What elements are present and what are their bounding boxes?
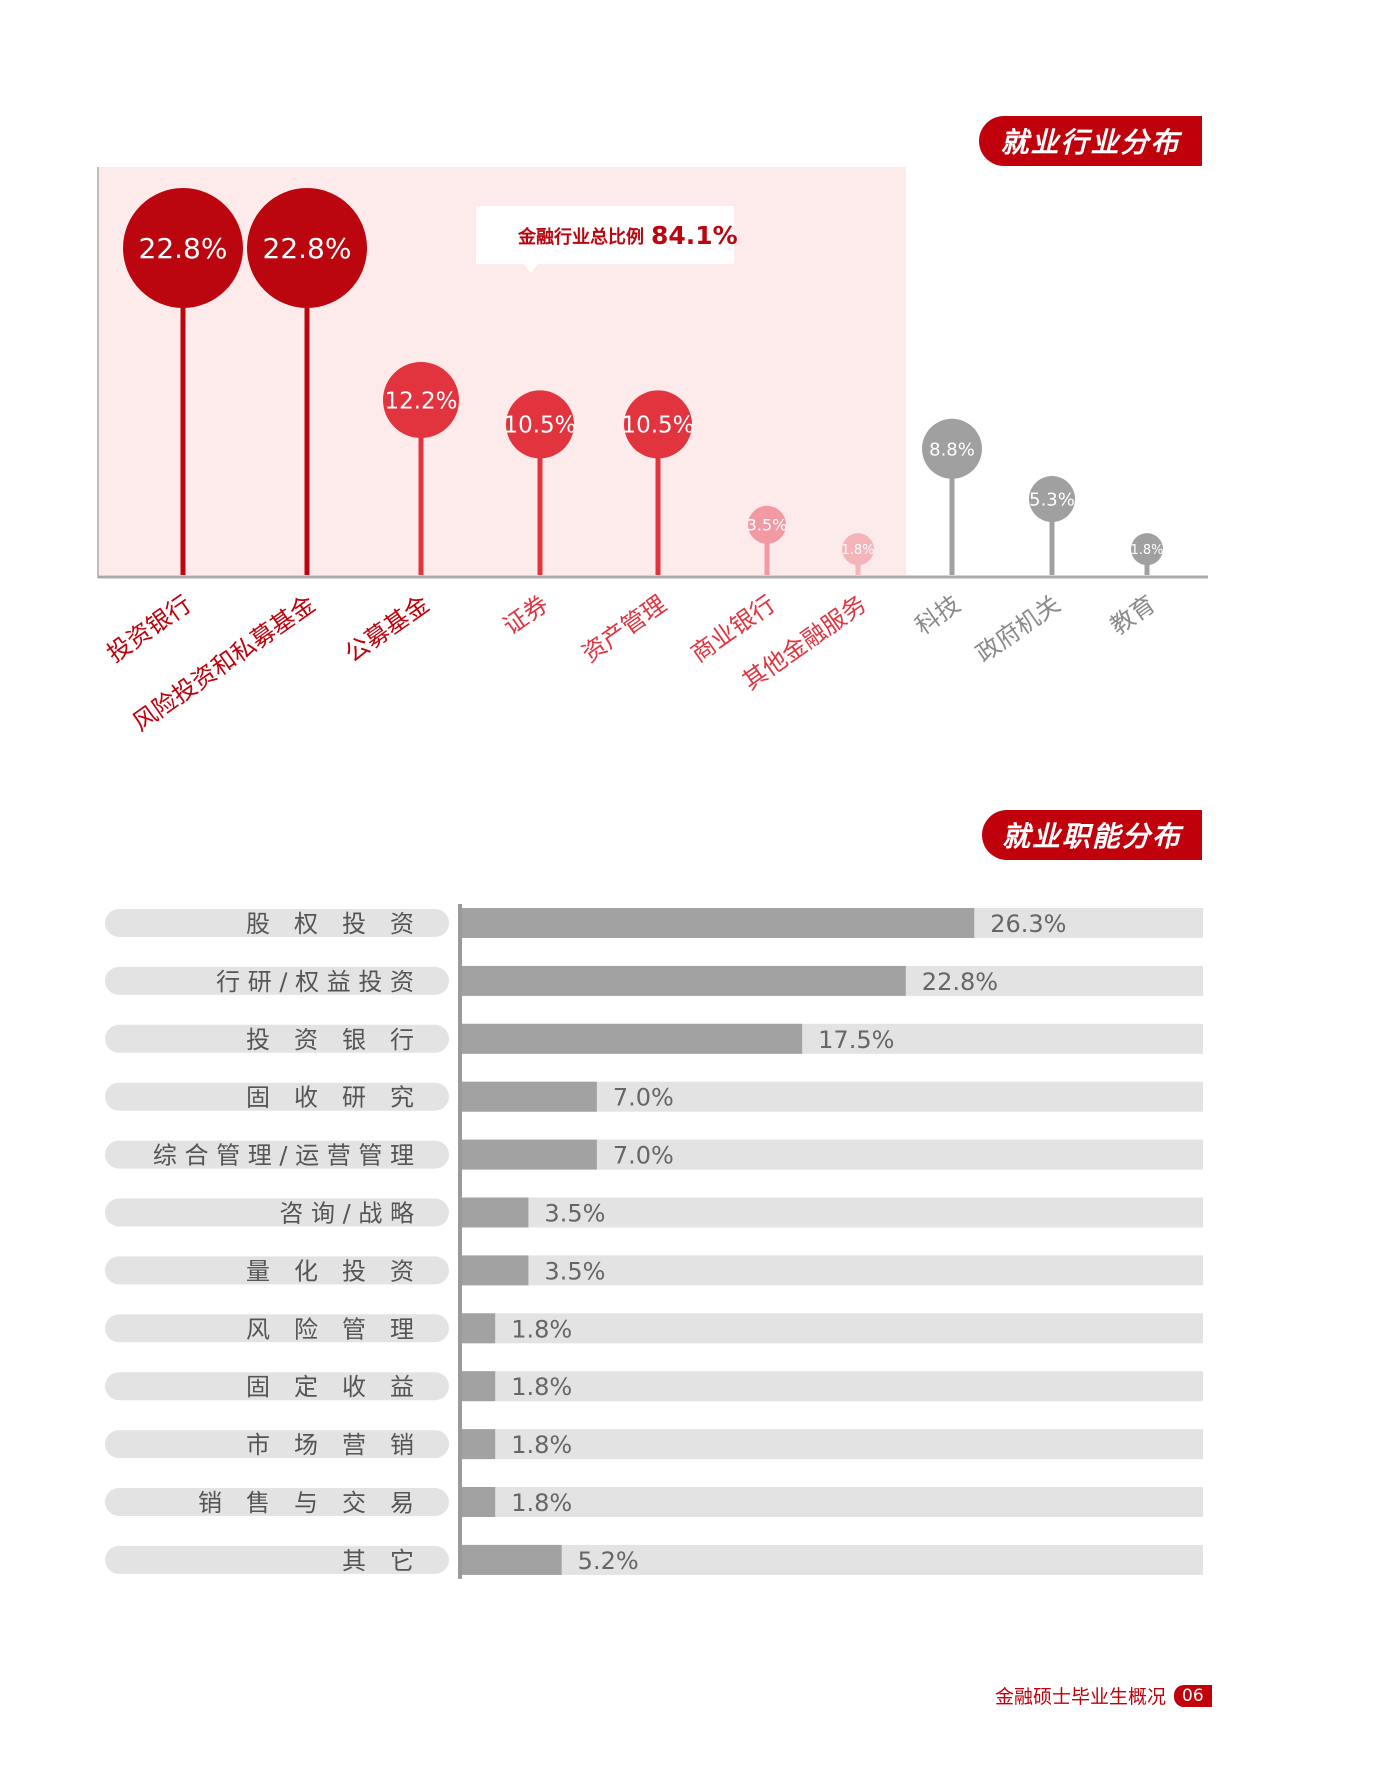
lollipop-category-label: 科技 xyxy=(910,590,965,640)
function-bar xyxy=(460,1544,562,1575)
lollipop-category-label: 证券 xyxy=(498,590,553,640)
function-bar-track xyxy=(460,1429,1203,1460)
lollipop-bubble xyxy=(624,390,692,459)
lollipop-bubble xyxy=(748,505,786,544)
function-value-label: 22.8% xyxy=(922,968,998,996)
callout-pointer xyxy=(524,264,538,273)
function-value-label: 3.5% xyxy=(544,1257,605,1285)
function-category-label: 风 险 管 理 xyxy=(246,1315,414,1343)
function-label-pill xyxy=(105,1488,449,1516)
function-category-label: 市 场 营 销 xyxy=(246,1431,414,1459)
function-bar-track xyxy=(460,1255,1203,1286)
page-footer: 金融硕士毕业生概况 06 xyxy=(995,1682,1212,1709)
callout-value: 84.1% xyxy=(651,221,738,250)
function-category-label: 固 定 收 益 xyxy=(246,1373,414,1401)
lollipop-bubble xyxy=(506,390,574,459)
callout-label: 金融行业总比例 xyxy=(517,226,644,248)
function-label-pill xyxy=(105,1314,449,1343)
function-bar xyxy=(460,1081,597,1112)
function-bar-track xyxy=(460,1371,1203,1402)
function-value-label: 26.3% xyxy=(990,910,1066,938)
function-bar-chart: 股 权 投 资 26.3% 行 研 / 权 益 投 资 22.8% 投 资 银 行 17.… xyxy=(105,904,1203,1579)
lollipop-value-label: 1.8% xyxy=(841,543,874,558)
page-number: 06 xyxy=(1174,1684,1212,1707)
function-label-pill xyxy=(105,1198,449,1227)
function-value-label: 1.8% xyxy=(511,1373,572,1401)
lollipop-category-label: 政府机关 xyxy=(971,590,1066,668)
function-bar xyxy=(460,1255,529,1286)
function-value-label: 1.8% xyxy=(511,1315,572,1343)
function-value-label: 1.8% xyxy=(511,1431,572,1459)
function-bar xyxy=(460,1487,496,1517)
industry-section-title: 就业行业分布 xyxy=(979,116,1202,166)
lollipop-category-label: 教育 xyxy=(1105,590,1160,640)
lollipop-value-label: 1.8% xyxy=(1130,543,1163,558)
function-bar xyxy=(460,1313,496,1344)
lollipop-bubble xyxy=(123,188,243,308)
function-category-label: 其 它 xyxy=(342,1547,414,1575)
lollipop-value-label: 22.8% xyxy=(263,232,352,265)
function-category-label: 固 收 研 究 xyxy=(246,1084,414,1112)
function-value-label: 7.0% xyxy=(613,1142,674,1170)
function-bar xyxy=(460,1197,529,1228)
function-value-label: 7.0% xyxy=(613,1084,674,1112)
function-label-pill xyxy=(105,1082,449,1111)
function-bar-track xyxy=(460,1197,1203,1228)
lollipop-bubble xyxy=(842,533,874,566)
function-label-pill xyxy=(105,1372,449,1401)
function-label-pill xyxy=(105,1545,449,1574)
function-bar xyxy=(460,908,975,938)
function-bar-track xyxy=(460,1313,1203,1344)
lollipop-value-label: 12.2% xyxy=(384,388,457,414)
function-category-label: 销 售 与 交 易 xyxy=(198,1489,414,1517)
lollipop-bubble xyxy=(1029,475,1075,522)
lollipop-bubble xyxy=(1131,533,1163,566)
function-bar-track xyxy=(460,1544,1203,1575)
function-value-label: 3.5% xyxy=(544,1200,605,1228)
function-bar-track xyxy=(460,1487,1203,1517)
function-label-pill xyxy=(105,1256,449,1285)
function-value-label: 17.5% xyxy=(818,1026,894,1054)
function-category-label: 行 研 / 权 益 投 资 xyxy=(216,968,414,996)
lollipop-value-label: 10.5% xyxy=(621,413,694,439)
lollipop-bubble xyxy=(922,418,982,479)
function-category-label: 咨 询 / 战 略 xyxy=(279,1200,414,1228)
lollipop-value-label: 8.8% xyxy=(929,439,975,460)
function-value-label: 5.2% xyxy=(578,1547,639,1575)
function-category-label: 投 资 银 行 xyxy=(246,1026,414,1054)
lollipop-value-label: 3.5% xyxy=(747,516,788,535)
lollipop-category-label: 投资银行 xyxy=(102,590,197,668)
lollipop-value-label: 5.3% xyxy=(1029,489,1075,510)
lollipop-category-label: 公募基金 xyxy=(340,590,435,668)
lollipop-bubble xyxy=(247,188,367,308)
callout-box xyxy=(476,206,734,264)
function-label-pill xyxy=(105,966,449,995)
function-bar xyxy=(460,1371,496,1402)
footer-title: 金融硕士毕业生概况 xyxy=(995,1686,1167,1708)
function-bar xyxy=(460,1429,496,1460)
function-label-pill xyxy=(105,1430,449,1459)
function-label-pill xyxy=(105,1140,449,1169)
function-category-label: 量 化 投 资 xyxy=(246,1257,414,1285)
function-section-title: 就业职能分布 xyxy=(982,810,1202,860)
finance-total-callout: 金融行业总比例 84.1% xyxy=(476,206,738,273)
lollipop-value-label: 22.8% xyxy=(139,232,228,265)
function-bar xyxy=(460,1139,597,1170)
function-label-pill xyxy=(105,909,449,937)
function-category-label: 综 合 管 理 / 运 营 管 理 xyxy=(153,1142,414,1170)
function-category-label: 股 权 投 资 xyxy=(246,910,414,938)
function-value-label: 1.8% xyxy=(511,1489,572,1517)
lollipop-value-label: 10.5% xyxy=(503,413,576,439)
function-label-pill xyxy=(105,1024,449,1053)
function-bar xyxy=(460,1023,803,1054)
function-bar xyxy=(460,965,906,996)
lollipop-category-label: 资产管理 xyxy=(577,590,672,668)
lollipop-bubble xyxy=(383,362,459,439)
